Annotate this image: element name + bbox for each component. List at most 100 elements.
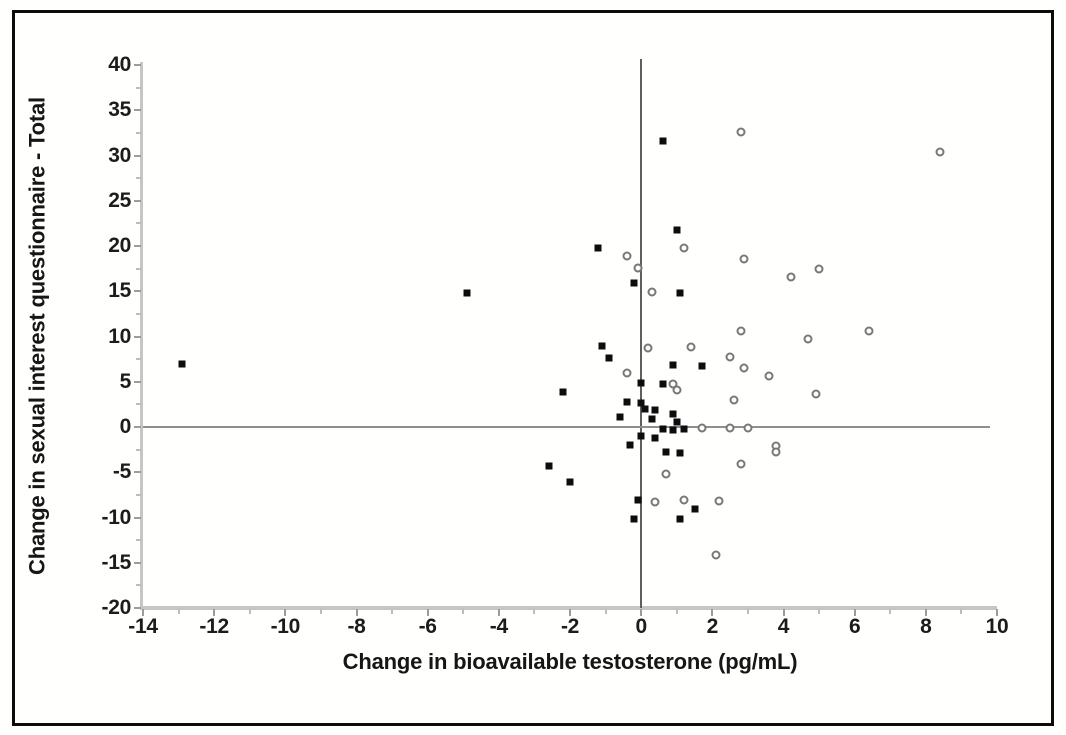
- y-minor-tick: [136, 267, 141, 270]
- data-point-square: [594, 244, 602, 252]
- data-point-square: [559, 388, 567, 396]
- data-point-circle: [633, 263, 643, 273]
- x-minor-tick: [319, 609, 322, 614]
- x-major-tick: [355, 609, 358, 616]
- y-minor-tick: [136, 131, 141, 134]
- data-point-square: [641, 405, 649, 413]
- data-point-square: [680, 425, 688, 433]
- y-tick-label: -15: [101, 550, 132, 574]
- y-minor-tick: [136, 312, 141, 315]
- data-point-square: [566, 478, 574, 486]
- y-major-tick: [134, 335, 141, 338]
- x-tick-label: 6: [848, 615, 861, 638]
- data-point-square: [669, 361, 677, 369]
- data-point-square: [598, 342, 606, 350]
- data-point-square: [659, 137, 667, 145]
- x-major-tick: [497, 609, 500, 616]
- data-point-circle: [729, 395, 739, 405]
- data-point-square: [669, 426, 677, 434]
- y-minor-tick: [136, 86, 141, 89]
- data-point-square: [676, 515, 684, 523]
- x-tick-label: -6: [418, 615, 437, 638]
- x-minor-tick: [462, 609, 465, 614]
- data-point-square: [651, 406, 659, 414]
- x-major-tick: [711, 609, 714, 616]
- data-point-square: [634, 496, 642, 504]
- data-point-circle: [714, 496, 724, 506]
- x-minor-tick: [604, 609, 607, 614]
- data-point-square: [463, 289, 471, 297]
- data-point-circle: [686, 342, 696, 352]
- x-major-tick: [142, 609, 144, 616]
- y-tick-label: 10: [108, 324, 131, 348]
- x-major-tick: [924, 609, 927, 616]
- data-point-circle: [697, 423, 707, 433]
- data-point-square: [178, 360, 186, 368]
- x-minor-tick: [675, 609, 678, 614]
- y-major-tick: [134, 199, 141, 202]
- x-tick-label: -8: [347, 615, 366, 638]
- data-point-circle: [725, 423, 735, 433]
- data-point-circle: [725, 352, 735, 362]
- data-point-circle: [786, 272, 796, 282]
- y-minor-tick: [136, 584, 141, 587]
- data-point-square: [605, 354, 613, 362]
- data-point-square: [691, 505, 699, 513]
- data-point-circle: [739, 254, 749, 264]
- data-point-square: [669, 410, 677, 418]
- y-axis-spine: [140, 62, 143, 610]
- data-point-circle: [864, 326, 874, 336]
- data-point-circle: [711, 550, 721, 560]
- horizontal-zero-reference-line: [143, 426, 990, 428]
- data-point-circle: [736, 127, 746, 137]
- y-tick-label: 40: [108, 53, 131, 76]
- x-minor-tick: [889, 609, 892, 614]
- x-axis-spine: [140, 606, 997, 610]
- y-tick-label: 0: [119, 415, 132, 438]
- data-point-circle: [736, 326, 746, 336]
- x-tick-label: -12: [199, 615, 229, 638]
- data-point-square: [659, 425, 667, 433]
- figure-border-frame: [12, 10, 1054, 726]
- x-minor-tick: [960, 609, 963, 614]
- y-axis-title: Change in sexual interest questionnaire …: [24, 97, 50, 575]
- data-point-square: [662, 448, 670, 456]
- y-tick-label: 5: [119, 369, 132, 393]
- y-major-tick: [134, 245, 141, 247]
- y-minor-tick: [136, 358, 141, 361]
- data-point-circle: [679, 243, 689, 253]
- x-tick-label: 8: [920, 615, 932, 638]
- data-point-square: [626, 441, 634, 449]
- data-point-square: [637, 432, 645, 440]
- x-minor-tick: [177, 609, 180, 614]
- x-minor-tick: [533, 609, 536, 614]
- x-major-tick: [782, 609, 785, 616]
- data-point-circle: [771, 447, 781, 457]
- x-major-tick: [853, 609, 856, 616]
- y-tick-label: -10: [101, 505, 132, 529]
- y-tick-label: -20: [101, 596, 132, 619]
- y-major-tick: [134, 109, 141, 112]
- data-point-square: [673, 418, 681, 426]
- x-tick-label: 2: [706, 615, 719, 638]
- data-point-circle: [743, 423, 753, 433]
- x-tick-label: -10: [270, 615, 301, 638]
- vertical-zero-reference-line: [640, 59, 642, 608]
- y-tick-label: 20: [108, 234, 131, 257]
- x-minor-tick: [746, 609, 749, 614]
- y-minor-tick: [136, 222, 141, 225]
- data-point-square: [676, 449, 684, 457]
- data-point-circle: [803, 334, 813, 344]
- y-minor-tick: [136, 448, 141, 451]
- data-point-square: [637, 399, 645, 407]
- data-point-square: [676, 289, 684, 297]
- x-minor-tick: [818, 609, 821, 614]
- x-tick-label: 10: [985, 615, 1009, 638]
- x-tick-label: -14: [128, 615, 158, 638]
- data-point-circle: [935, 147, 945, 157]
- y-major-tick: [134, 154, 141, 157]
- x-major-tick: [640, 609, 643, 616]
- data-point-circle: [739, 363, 749, 373]
- data-point-circle: [622, 251, 632, 261]
